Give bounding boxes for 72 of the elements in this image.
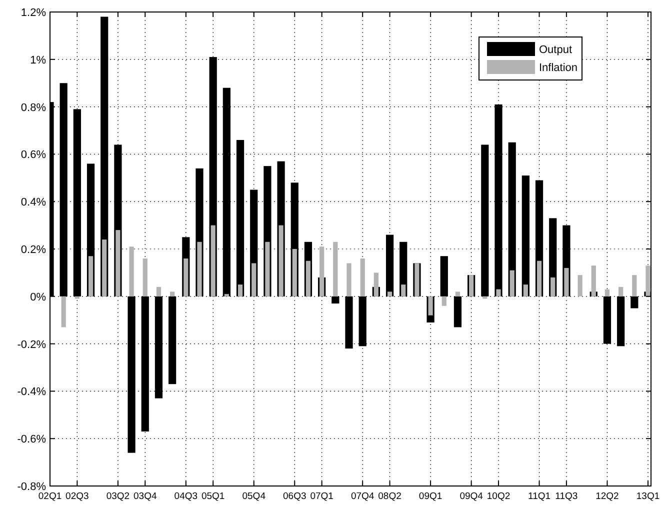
- bar: [278, 225, 284, 296]
- y-tick-label: 0.6%: [20, 149, 46, 162]
- x-tick-label: 04Q3: [174, 491, 198, 502]
- x-tick-label: 03Q2: [106, 491, 130, 502]
- bar: [564, 268, 569, 296]
- bar: [156, 286, 162, 296]
- bar: [197, 242, 202, 296]
- bar: [360, 258, 365, 296]
- bar: [591, 266, 596, 296]
- bar: [210, 225, 216, 296]
- x-tick-label: 11Q3: [555, 491, 578, 502]
- bar: [510, 270, 514, 296]
- bar: [170, 292, 175, 296]
- x-tick-label: 11Q1: [528, 491, 551, 502]
- bar: [428, 296, 433, 316]
- bar: [646, 266, 650, 296]
- x-tick-label: 02Q3: [66, 491, 89, 502]
- bar: [265, 242, 270, 296]
- bar: [102, 240, 107, 296]
- x-tick-label: 09Q4: [460, 491, 483, 502]
- legend-label: Inflation: [539, 62, 578, 74]
- bar: [238, 284, 243, 296]
- bar: [387, 292, 392, 296]
- bar: [142, 258, 148, 296]
- x-tick-label: 10Q2: [486, 491, 510, 502]
- bar: [401, 284, 406, 296]
- x-tick-label: 03Q4: [134, 491, 157, 502]
- x-tick-label: 02Q1: [38, 491, 62, 502]
- bar: [306, 260, 311, 296]
- x-tick-label: 08Q2: [378, 491, 402, 502]
- bar: [536, 260, 542, 296]
- y-tick-label: 1.2%: [20, 7, 46, 19]
- bar: [252, 263, 256, 296]
- y-tick-label: -0.8%: [17, 481, 46, 493]
- y-tick-label: 0%: [30, 291, 46, 304]
- x-tick-label: 13Q1: [636, 491, 660, 502]
- x-tick-label: 05Q4: [242, 491, 266, 502]
- x-tick-label: 07Q1: [310, 491, 334, 502]
- bar: [88, 256, 94, 296]
- bar: [604, 289, 610, 296]
- y-tick-label: -0.6%: [17, 434, 46, 446]
- bar: [61, 296, 66, 328]
- y-tick-label: 0.8%: [20, 102, 46, 114]
- bar: [74, 296, 80, 299]
- bar: [496, 289, 501, 296]
- x-tick-label: 09Q1: [418, 491, 442, 502]
- bar: [523, 284, 528, 296]
- legend-label: Output: [539, 44, 572, 56]
- x-tick-label: 07Q4: [350, 491, 374, 502]
- x-tick-label: 06Q3: [283, 491, 306, 502]
- y-tick-label: 0.4%: [20, 196, 46, 209]
- bar: [578, 275, 582, 296]
- bar: [333, 242, 338, 296]
- bar: [292, 249, 297, 296]
- bar: [320, 246, 324, 296]
- bar: [550, 277, 556, 296]
- bar: [618, 286, 624, 296]
- bar: [632, 275, 637, 296]
- bar: [442, 296, 446, 306]
- x-tick-label: 05Q1: [201, 491, 225, 502]
- y-tick-label: -0.4%: [17, 386, 46, 398]
- bar: [455, 292, 460, 296]
- bar: [346, 263, 352, 296]
- x-tick-label: 12Q2: [596, 491, 619, 502]
- bar: [129, 246, 134, 296]
- bar: [374, 272, 378, 296]
- bar: [184, 258, 188, 296]
- y-tick-label: 1%: [30, 54, 46, 66]
- y-tick-label: 0.2%: [20, 244, 46, 256]
- bar: [482, 296, 488, 299]
- y-tick-label: -0.2%: [17, 338, 46, 351]
- bar: [116, 230, 120, 296]
